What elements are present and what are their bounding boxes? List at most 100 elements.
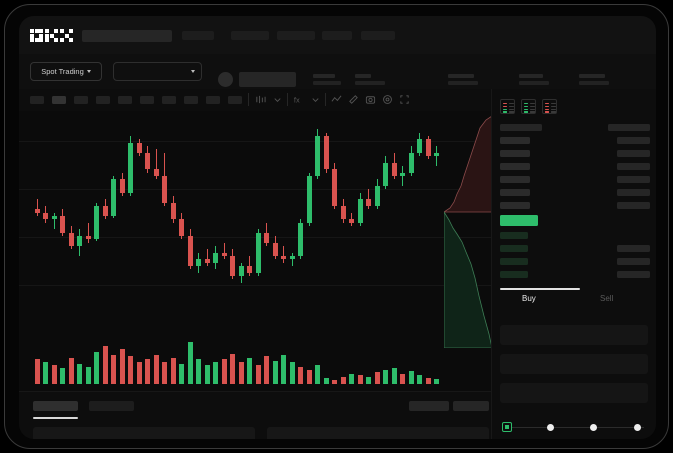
slider-step-2[interactable] <box>590 423 597 431</box>
volume-bar <box>102 346 108 384</box>
candle-body <box>366 199 372 206</box>
orderbook-mode-bids[interactable] <box>521 99 536 114</box>
candle-body <box>34 209 40 213</box>
slider-step-1[interactable] <box>547 423 554 431</box>
volume-bar <box>221 359 227 384</box>
timeframe-1m[interactable] <box>30 96 44 104</box>
volume-bar <box>204 365 210 384</box>
candle-body <box>111 179 117 216</box>
volume-bar <box>425 378 431 384</box>
trading-pair-selector[interactable] <box>113 62 202 81</box>
candle-body <box>196 259 202 266</box>
global-search-input[interactable] <box>82 30 172 42</box>
camera-icon[interactable] <box>365 94 376 105</box>
orderbook-bid-row[interactable] <box>500 271 528 278</box>
toolbar-divider <box>287 93 288 106</box>
orderbook-ask-row[interactable] <box>500 202 530 209</box>
candle-body <box>255 232 261 273</box>
nav-item-account[interactable] <box>361 31 395 40</box>
orderbook-ask-amount <box>617 150 650 157</box>
order-price-field[interactable] <box>500 325 648 345</box>
volume-bar <box>162 362 168 384</box>
candle-body <box>102 206 108 216</box>
tab-sell[interactable]: Sell <box>600 294 614 303</box>
volume-bar <box>374 372 380 384</box>
volume-bar <box>383 369 389 384</box>
order-total-field[interactable] <box>500 383 648 403</box>
fullscreen-icon[interactable] <box>399 94 410 105</box>
orderbook-header-price <box>500 124 542 131</box>
volume-bar <box>145 359 151 384</box>
percent-slider[interactable] <box>502 422 647 432</box>
candle-body <box>94 206 100 240</box>
candle-wick <box>206 249 208 266</box>
orderbook-ask-amount <box>617 163 650 170</box>
volume-bar <box>340 376 346 384</box>
volume-bar <box>408 370 414 384</box>
chevron-down-icon[interactable] <box>310 94 321 105</box>
tab-buy[interactable]: Buy <box>522 294 536 303</box>
price-chart[interactable] <box>19 111 491 391</box>
orderbook-ask-row[interactable] <box>500 163 530 170</box>
candle-body <box>425 139 431 156</box>
timeframe-1w[interactable] <box>184 96 198 104</box>
volume-bar <box>230 353 236 384</box>
timeframe-more[interactable] <box>228 96 242 104</box>
volume-bar <box>196 359 202 384</box>
orderbook-ask-row[interactable] <box>500 137 530 144</box>
candle-body <box>289 256 295 260</box>
volume-bar <box>323 378 329 384</box>
candle-body <box>340 206 346 220</box>
order-form-tabs: Buy Sell <box>492 288 656 315</box>
coin-avatar <box>218 72 233 87</box>
volume-bar <box>255 365 261 384</box>
orderbook-mode-both[interactable] <box>500 99 515 114</box>
orderbook-ask-row[interactable] <box>500 176 530 183</box>
volume-bar <box>179 363 185 384</box>
timeframe-1d[interactable] <box>162 96 176 104</box>
ruler-icon[interactable] <box>348 94 359 105</box>
settings-gear-icon[interactable] <box>382 94 393 105</box>
volume-series <box>19 336 491 384</box>
candle-wick <box>283 246 285 263</box>
timeframe-1h[interactable] <box>118 96 132 104</box>
orderbook-bid-amount <box>617 271 650 278</box>
nav-item-trade[interactable] <box>182 31 214 40</box>
tab-order-history[interactable] <box>89 401 134 411</box>
timeframe-30m[interactable] <box>96 96 110 104</box>
slider-step-0[interactable] <box>502 422 512 432</box>
chevron-down-icon[interactable] <box>272 94 283 105</box>
okx-logo[interactable] <box>30 29 74 42</box>
bottom-action-2[interactable] <box>453 401 489 411</box>
candlestick-chart-icon[interactable] <box>255 94 266 105</box>
orderbook-ask-row[interactable] <box>500 189 530 196</box>
orders-panel <box>19 391 491 439</box>
candle-body <box>264 232 270 243</box>
candle-body <box>153 169 159 176</box>
orderbook-bid-row[interactable] <box>500 232 528 239</box>
candle-body <box>332 169 338 206</box>
line-chart-icon[interactable] <box>331 94 342 105</box>
stat-24h-low <box>519 74 549 85</box>
orderbook-bid-row[interactable] <box>500 245 528 252</box>
tab-open-orders[interactable] <box>33 401 78 411</box>
orderbook-mode-asks[interactable] <box>542 99 557 114</box>
nav-item-earn[interactable] <box>277 31 315 40</box>
orderbook-ask-row[interactable] <box>500 150 530 157</box>
timeframe-5m[interactable] <box>52 96 66 104</box>
nav-item-markets[interactable] <box>231 31 269 40</box>
nav-item-more[interactable] <box>322 31 352 40</box>
orderbook-bid-row[interactable] <box>500 258 528 265</box>
trading-mode-selector[interactable]: Spot Trading <box>30 62 102 81</box>
candle-body <box>187 236 193 266</box>
slider-step-3[interactable] <box>634 423 641 431</box>
order-amount-field[interactable] <box>500 354 648 374</box>
timeframe-4h[interactable] <box>140 96 154 104</box>
timeframe-1M[interactable] <box>206 96 220 104</box>
bottom-action-1[interactable] <box>409 401 449 411</box>
orderbook-ask-amount <box>617 137 650 144</box>
timeframe-15m[interactable] <box>74 96 88 104</box>
gridline <box>19 141 491 142</box>
candlestick-series <box>19 111 491 306</box>
indicators-icon[interactable]: fx <box>293 94 304 105</box>
